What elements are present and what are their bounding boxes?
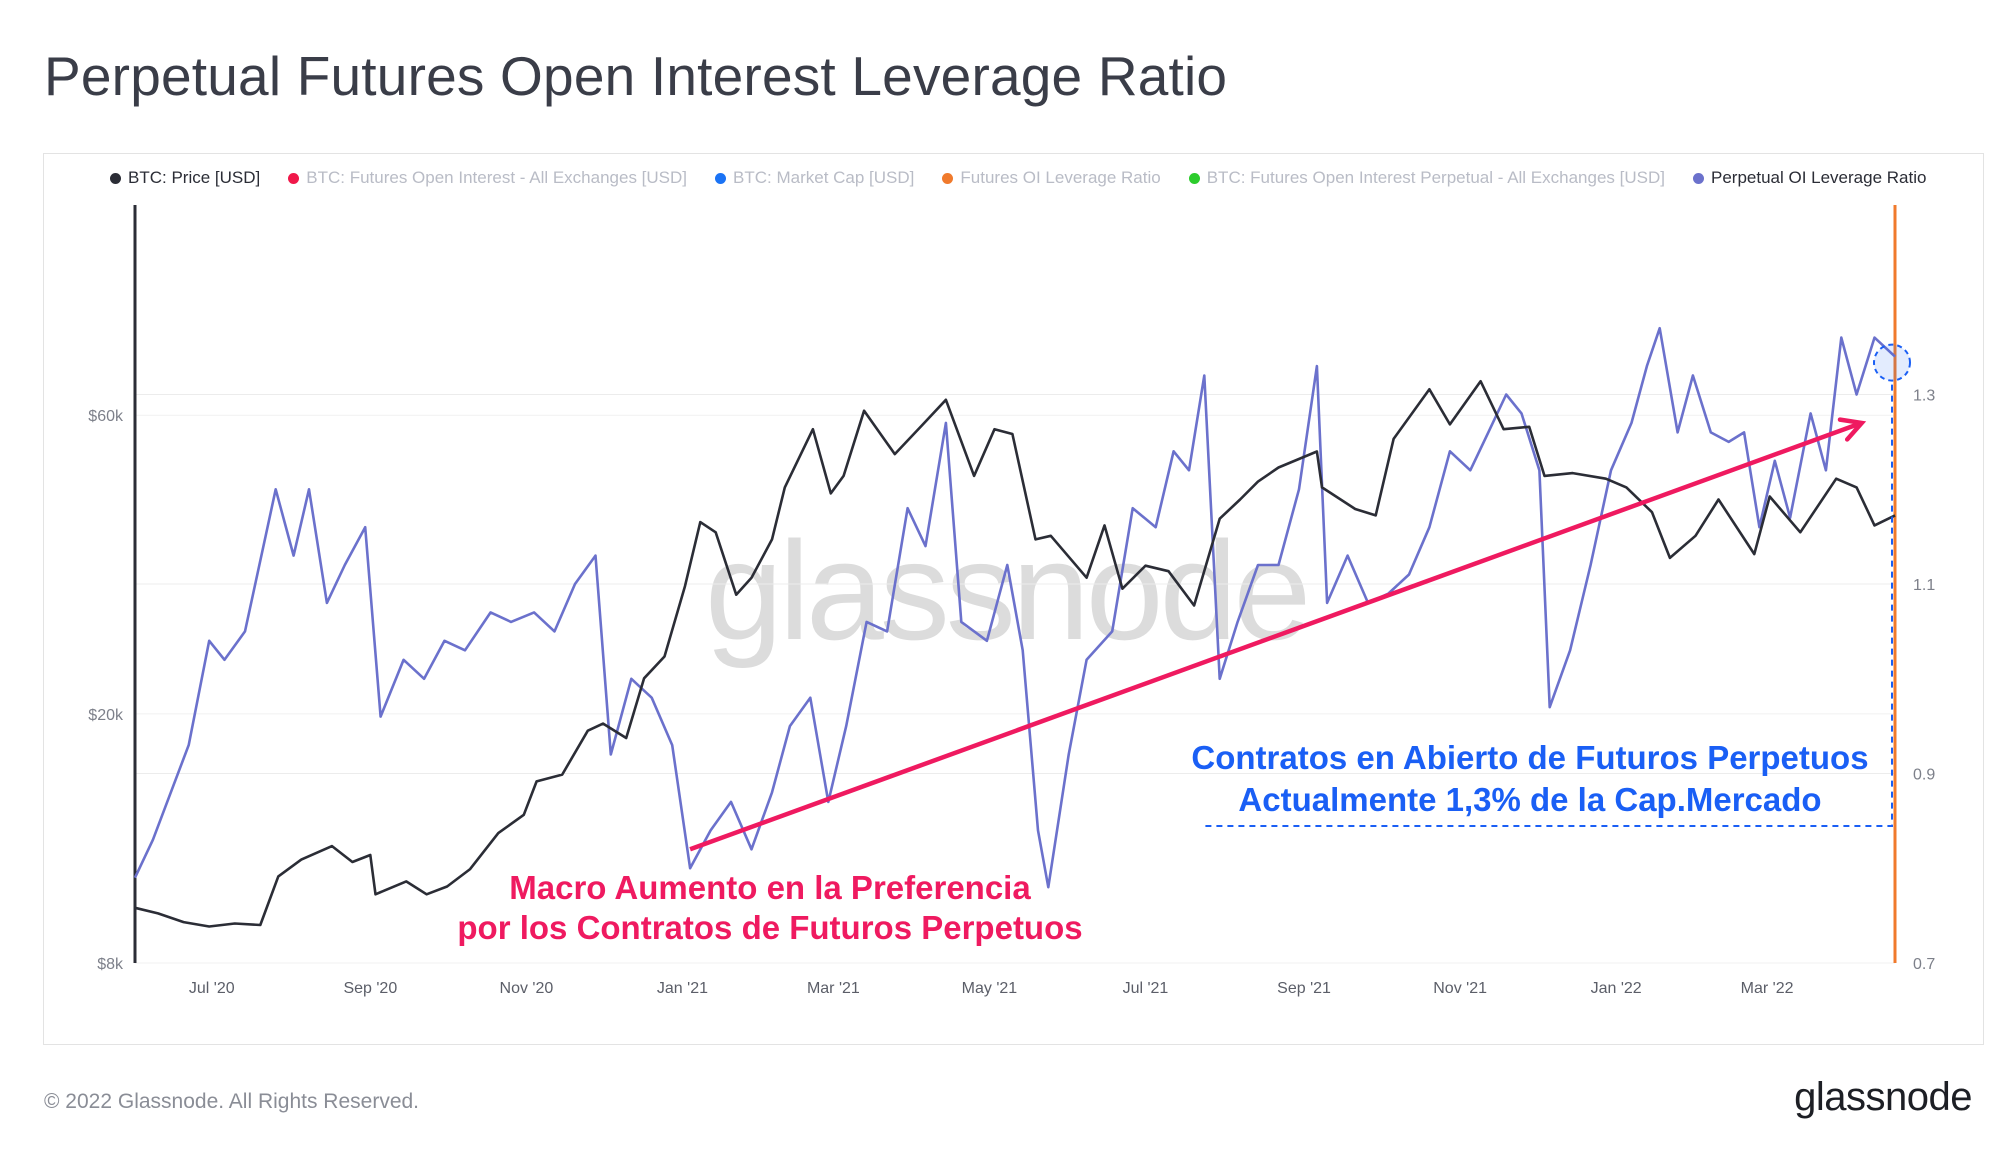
x-tick-label: Sep '21: [1277, 980, 1331, 997]
right-tick-label: 1.1: [1913, 577, 1935, 594]
x-tick-label: Nov '20: [500, 980, 554, 997]
current-value-annotation-line-2: Actualmente 1,3% de la Cap.Mercado: [1238, 781, 1822, 818]
x-tick-label: Jan '22: [1591, 980, 1642, 997]
watermark-text: glassnode: [705, 512, 1311, 669]
glassnode-logo: glassnode: [1794, 1075, 1972, 1119]
trend-arrow-head-icon: [1837, 417, 1867, 442]
x-tick-label: Jul '21: [1123, 980, 1169, 997]
current-value-annotation-line-1: Contratos en Abierto de Futuros Perpetuo…: [1191, 739, 1869, 776]
left-tick-label: $60k: [88, 408, 124, 425]
legend-item-5[interactable]: Perpetual OI Leverage Ratio: [1692, 168, 1927, 187]
legend-label: BTC: Futures Open Interest Perpetual - A…: [1206, 168, 1665, 187]
legend-item-4[interactable]: BTC: Futures Open Interest Perpetual - A…: [1188, 168, 1665, 187]
legend-item-3[interactable]: Futures OI Leverage Ratio: [942, 168, 1161, 187]
legend-item-1[interactable]: BTC: Futures Open Interest - All Exchang…: [288, 168, 687, 187]
legend-dot-icon: [288, 173, 300, 184]
legend-dot-icon: [110, 173, 121, 184]
x-tick-label: May '21: [962, 980, 1018, 997]
current-value-marker: [1873, 343, 1911, 382]
trend-arrow-line: [689, 420, 1863, 852]
x-tick-label: Jul '20: [189, 980, 235, 997]
x-tick-label: Sep '20: [343, 980, 397, 997]
x-tick-label: Mar '22: [1741, 980, 1794, 997]
trend-annotation: Macro Aumento en la Preferencia por los …: [400, 868, 1140, 948]
legend-item-0[interactable]: BTC: Price [USD]: [110, 168, 260, 187]
legend-label: BTC: Futures Open Interest - All Exchang…: [306, 168, 688, 187]
left-tick-label: $8k: [97, 956, 124, 973]
legend-label: BTC: Price [USD]: [128, 168, 261, 187]
right-tick-label: 0.7: [1913, 956, 1935, 973]
x-tick-label: Mar '21: [807, 980, 860, 997]
x-tick-label: Nov '21: [1433, 980, 1487, 997]
series-btc-price: [134, 379, 1896, 928]
legend-label: Futures OI Leverage Ratio: [960, 168, 1161, 187]
right-tick-label: 1.3: [1913, 388, 1935, 405]
right-tick-label: 0.9: [1913, 767, 1935, 784]
series-perpetual-oi-leverage-ratio: [133, 326, 1896, 889]
callout-leader-line: [1205, 384, 1893, 827]
legend-dot-icon: [942, 173, 954, 184]
legend-dot-icon: [1188, 173, 1200, 184]
trend-annotation-line-2: por los Contratos de Futuros Perpetuos: [457, 909, 1083, 946]
legend-dot-icon: [1692, 173, 1704, 184]
page-title: Perpetual Futures Open Interest Leverage…: [44, 45, 1228, 107]
legend-dot-icon: [715, 173, 727, 184]
x-tick-label: Jan '21: [657, 980, 708, 997]
legend-label: BTC: Market Cap [USD]: [733, 168, 915, 187]
trend-annotation-line-1: Macro Aumento en la Preferencia: [509, 869, 1031, 906]
legend-item-2[interactable]: BTC: Market Cap [USD]: [715, 168, 914, 187]
legend-label: Perpetual OI Leverage Ratio: [1710, 168, 1927, 187]
left-tick-label: $20k: [88, 707, 124, 724]
current-value-annotation: Contratos en Abierto de Futuros Perpetuo…: [1150, 737, 1910, 821]
copyright-text: © 2022 Glassnode. All Rights Reserved.: [44, 1090, 420, 1113]
chart-legend: BTC: Price [USD] BTC: Futures Open Intere…: [110, 168, 1954, 188]
